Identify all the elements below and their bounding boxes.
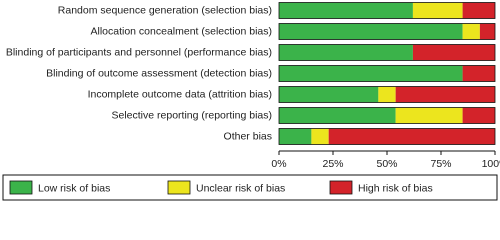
category-label: Incomplete outcome data (attrition bias) — [88, 88, 272, 100]
bar-segment — [279, 86, 379, 103]
category-label: Allocation concealment (selection bias) — [90, 25, 272, 37]
x-tick-label: 25% — [322, 158, 343, 170]
bar-outline — [278, 2, 496, 19]
bar-segment — [279, 2, 413, 19]
bar-outline — [278, 107, 496, 124]
category-label: Other bias — [224, 130, 272, 142]
legend-label: High risk of bias — [358, 182, 433, 194]
bar-outline — [278, 65, 496, 82]
bar-segment — [378, 86, 396, 103]
bar-outline — [278, 23, 496, 40]
category-label: Blinding of outcome assessment (detectio… — [46, 67, 272, 79]
legend-label: Low risk of bias — [38, 182, 110, 194]
x-tick-label: 50% — [376, 158, 397, 170]
legend-box — [2, 174, 498, 201]
bar-segment — [279, 23, 463, 40]
bar-segment — [395, 107, 463, 124]
legend-label: Unclear risk of bias — [196, 182, 285, 194]
bar-segment — [462, 23, 480, 40]
category-label: Blinding of participants and personnel (… — [6, 46, 272, 58]
bar-segment — [311, 128, 329, 145]
page: Random sequence generation (selection bi… — [2, 2, 500, 201]
bar-segment — [279, 128, 312, 145]
category-label: Selective reporting (reporting bias) — [112, 109, 273, 121]
bar-segment — [479, 23, 495, 40]
bar-outline — [278, 44, 496, 61]
bar-outline — [278, 86, 496, 103]
legend-swatch — [329, 180, 353, 195]
bar-segment — [462, 107, 495, 124]
bar-segment — [462, 2, 495, 19]
legend-swatch — [9, 180, 33, 195]
bar-segment — [395, 86, 495, 103]
chart: Random sequence generation (selection bi… — [2, 2, 500, 201]
x-tick-label: 0% — [271, 158, 286, 170]
x-tick-label: 100% — [482, 158, 500, 170]
bar-segment — [279, 107, 396, 124]
bar-segment — [462, 65, 495, 82]
category-label: Random sequence generation (selection bi… — [58, 4, 272, 16]
bar-segment — [279, 65, 463, 82]
bar-segment — [412, 44, 495, 61]
bar-segment — [279, 44, 413, 61]
legend-swatch — [167, 180, 191, 195]
bar-segment — [412, 2, 463, 19]
x-tick-label: 75% — [430, 158, 451, 170]
bar-outline — [278, 128, 496, 145]
bar-segment — [328, 128, 495, 145]
